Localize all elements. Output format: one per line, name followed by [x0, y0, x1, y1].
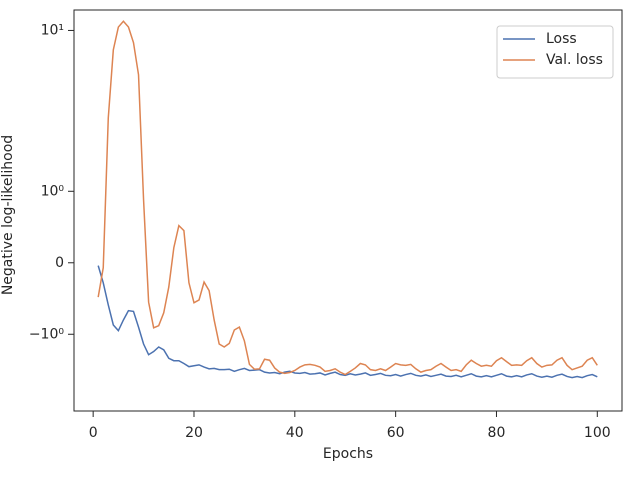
y-tick-label: 0 — [55, 255, 64, 271]
x-tick-label: 80 — [488, 425, 506, 441]
axes-frame — [73, 9, 623, 412]
y-tick-label: 10¹ — [41, 22, 64, 38]
line — [97, 20, 598, 376]
x-tick-label: 100 — [584, 425, 611, 441]
y-tick-label: −10⁰ — [29, 326, 65, 342]
line — [97, 265, 598, 379]
y-tick-label: 10⁰ — [41, 183, 65, 199]
x-axis-label: Epochs — [323, 446, 373, 462]
x-tick-label: 40 — [286, 425, 304, 441]
y-axis-label: Negative log-likelihood — [0, 135, 16, 295]
x-tick-label: 60 — [387, 425, 405, 441]
x-tick-label: 0 — [89, 425, 98, 441]
legend-label: Val. loss — [546, 52, 603, 68]
x-tick-label: 20 — [185, 425, 203, 441]
legend-label: Loss — [546, 31, 577, 47]
